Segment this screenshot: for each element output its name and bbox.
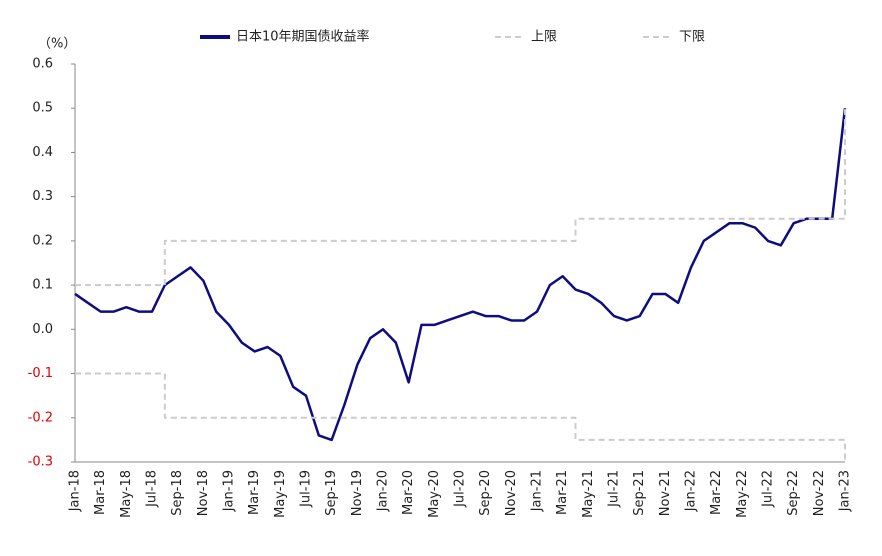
x-tick-label: Mar-19 — [247, 470, 262, 515]
x-tick-label: Jan-19 — [222, 470, 237, 512]
x-tick-label: Mar-22 — [709, 470, 724, 515]
x-tick-label: May-19 — [273, 470, 288, 518]
legend-label: 上限 — [531, 30, 557, 45]
legend-label: 下限 — [679, 30, 705, 45]
y-tick-label: 0.1 — [32, 278, 53, 293]
x-tick-label: Nov-19 — [350, 470, 365, 516]
legend-label: 日本10年期国债收益率 — [236, 29, 370, 45]
x-tick-label: Jul-19 — [299, 470, 314, 508]
x-tick-label: Sep-18 — [170, 470, 185, 516]
y-tick-label: 0.5 — [32, 101, 53, 116]
x-tick-label: May-18 — [119, 470, 134, 518]
x-tick-label: May-21 — [581, 470, 596, 518]
x-tick-label: Jul-20 — [453, 470, 468, 508]
x-tick-label: Jul-18 — [145, 470, 160, 508]
y-tick-label: 0.6 — [32, 57, 53, 72]
x-tick-label: Mar-18 — [93, 470, 108, 515]
x-tick-label: Nov-18 — [196, 470, 211, 516]
x-tick-label: Sep-20 — [478, 470, 493, 516]
x-tick-label: Sep-19 — [324, 470, 339, 516]
x-tick-label: Nov-21 — [658, 470, 673, 516]
x-tick-label: Mar-21 — [555, 470, 570, 515]
x-tick-label: Jul-22 — [761, 470, 776, 508]
x-tick-label: Jan-18 — [68, 470, 83, 512]
series-line — [75, 108, 846, 287]
y-tick-label: -0.3 — [28, 455, 53, 470]
x-tick-label: Jul-21 — [607, 470, 622, 508]
x-tick-label: Jan-22 — [684, 470, 699, 512]
x-tick-label: Nov-22 — [812, 470, 827, 516]
x-tick-label: Nov-20 — [504, 470, 519, 516]
y-tick-label: 0.2 — [32, 233, 53, 248]
x-tick-label: Jan-21 — [530, 470, 545, 512]
y-tick-label: 0.4 — [32, 145, 53, 160]
y-tick-label: -0.2 — [28, 410, 53, 425]
x-tick-label: Jan-23 — [838, 470, 853, 512]
x-tick-label: Jan-20 — [376, 470, 391, 512]
series-line — [74, 108, 847, 442]
x-tick-label: Mar-20 — [401, 470, 416, 515]
y-tick-label: -0.1 — [28, 366, 53, 381]
y-unit: （%） — [38, 37, 76, 52]
plot-area — [74, 108, 847, 462]
x-tick-label: May-22 — [735, 470, 750, 518]
series-line — [75, 372, 846, 462]
y-tick-label: 0.3 — [32, 189, 53, 204]
x-tick-label: Sep-21 — [632, 470, 647, 516]
y-tick-label: 0.0 — [32, 322, 53, 337]
x-tick-label: May-20 — [427, 470, 442, 518]
x-tick-label: Sep-22 — [786, 470, 801, 516]
